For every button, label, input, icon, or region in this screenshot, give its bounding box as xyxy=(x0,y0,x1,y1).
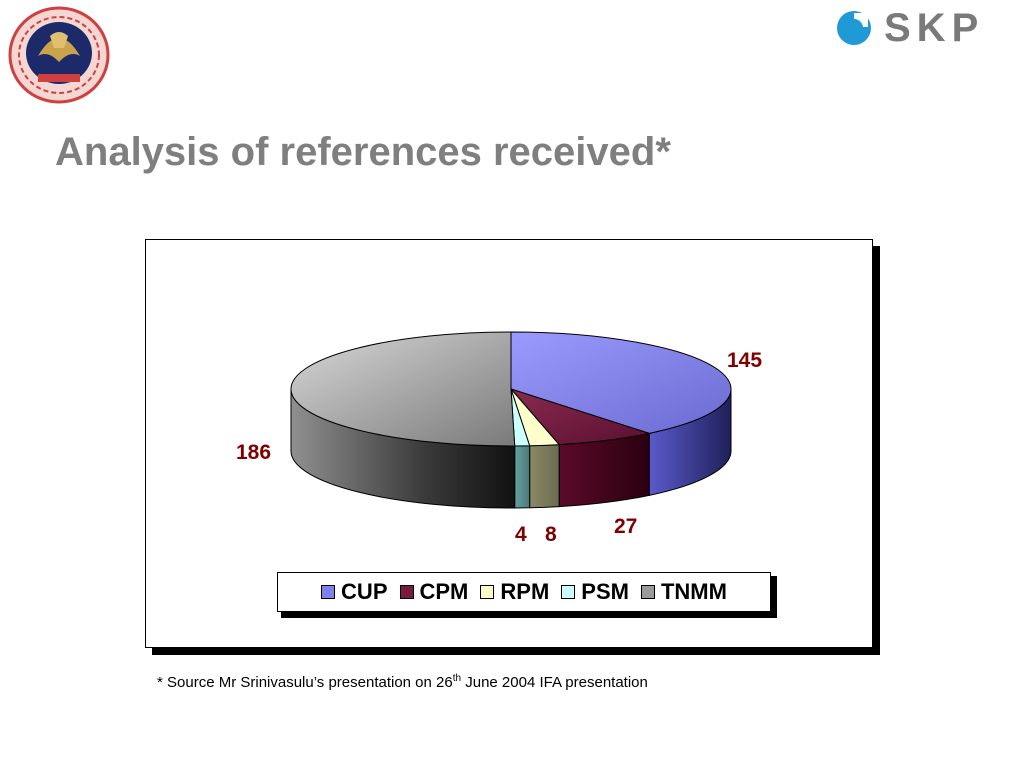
legend-label-cup: CUP xyxy=(341,579,388,604)
brand-name: SKP xyxy=(884,6,985,50)
legend-swatch-tnmm xyxy=(640,585,655,599)
company-logo: SKP xyxy=(836,6,1016,50)
data-label-cpm: 27 xyxy=(614,515,638,538)
legend-label-rpm: RPM xyxy=(500,579,550,604)
legend-label-tnmm: TNMM xyxy=(660,579,727,604)
source-footnote: * Source Mr Srinivasulu’s presentation o… xyxy=(157,673,648,691)
legend-label-psm: PSM xyxy=(581,579,629,604)
legend-item-tnmm: TNMM xyxy=(640,579,727,605)
footnote-ordinal: th xyxy=(452,673,462,684)
legend-swatch-rpm xyxy=(480,585,495,599)
logo-mark-icon xyxy=(837,11,871,45)
pie-sides xyxy=(290,388,732,509)
legend-label-cpm: CPM xyxy=(419,579,469,604)
legend-swatch-psm xyxy=(561,585,576,599)
data-label-cup: 145 xyxy=(727,349,763,372)
pie-tops xyxy=(290,331,732,447)
pie-slice-cup xyxy=(510,331,732,434)
data-label-rpm: 8 xyxy=(545,523,557,546)
pie-slice-cpm xyxy=(509,387,652,446)
footnote-text: * Source Mr Srinivasulu’s presentation o… xyxy=(157,674,453,691)
chart-legend: CUP CPM RPM PSM TNMM xyxy=(277,572,771,612)
slide-title: Analysis of references received* xyxy=(55,130,671,174)
legend-item-cup: CUP xyxy=(321,579,388,605)
legend-item-psm: PSM xyxy=(561,579,629,605)
legend-item-cpm: CPM xyxy=(399,579,469,605)
institute-seal-icon xyxy=(8,6,110,104)
legend-item-rpm: RPM xyxy=(480,579,549,605)
data-label-psm: 4 xyxy=(515,523,527,546)
legend-swatch-cup xyxy=(321,585,336,599)
pie-side-rpm xyxy=(529,444,560,509)
pie-side-psm xyxy=(514,445,531,509)
legend-swatch-cpm xyxy=(399,585,414,599)
data-label-tnmm: 186 xyxy=(236,441,272,464)
pie-slice-tnmm xyxy=(290,331,516,447)
footnote-text-end: June 2004 IFA presentation xyxy=(461,674,648,691)
pie-side-cpm xyxy=(558,432,650,508)
